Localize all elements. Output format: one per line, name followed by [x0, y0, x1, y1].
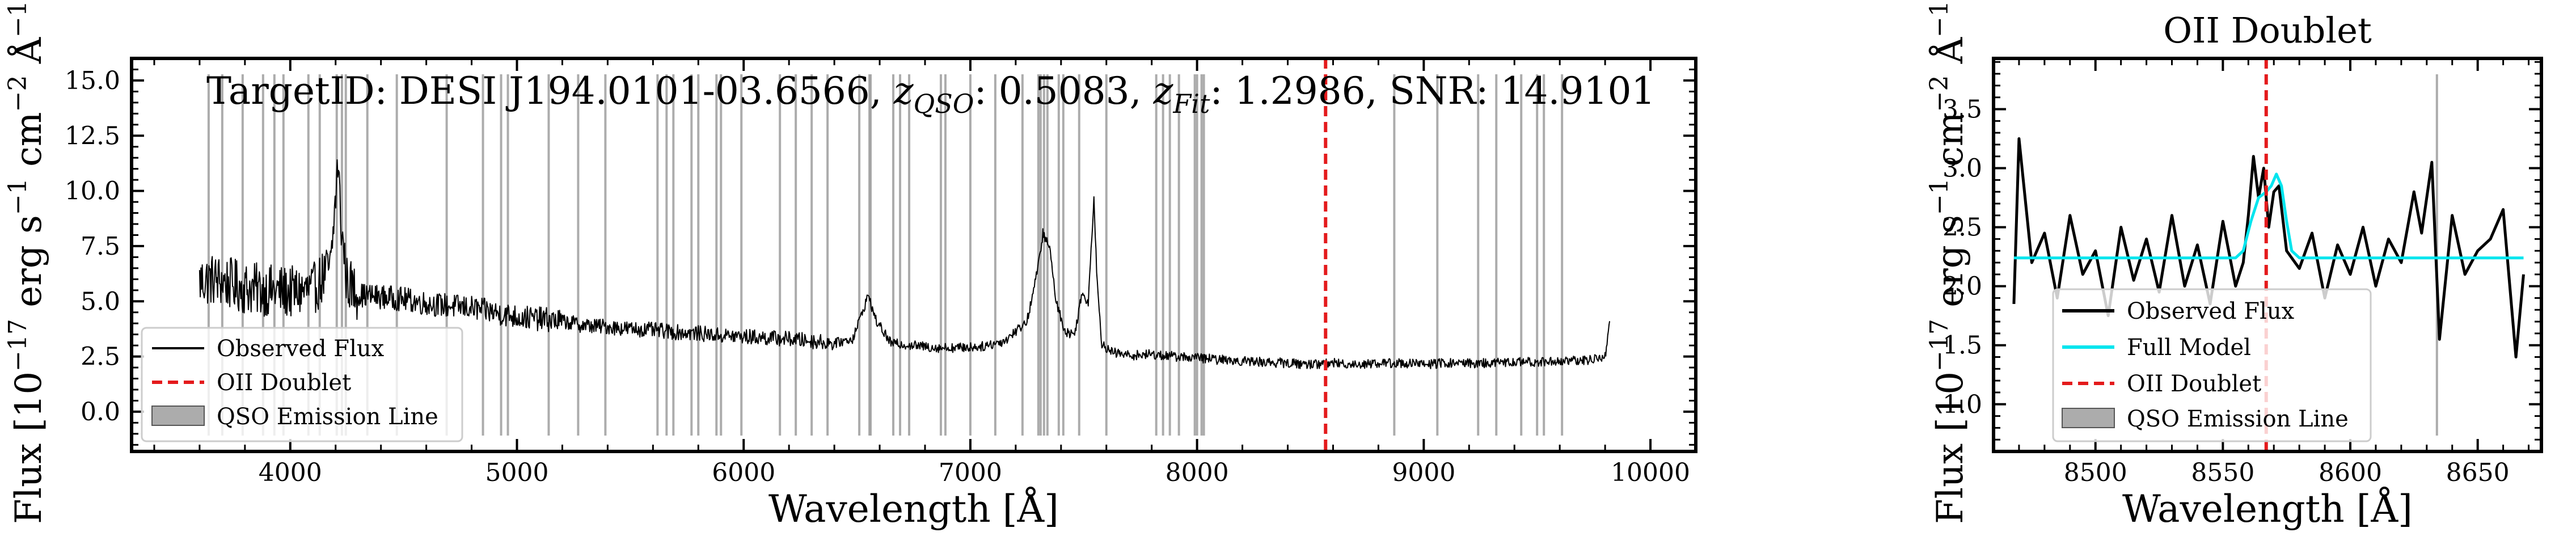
plot-frame	[130, 57, 1697, 453]
legend-label-observed-flux: Observed Flux	[2127, 298, 2295, 324]
x-tick-label: 8600	[2319, 458, 2382, 487]
chart-title: OII Doublet	[2163, 10, 2372, 51]
legend-label-full-model: Full Model	[2127, 335, 2251, 361]
full-model-line	[2013, 172, 2524, 260]
x-tick-label: 8650	[2446, 458, 2510, 487]
legend: Observed Flux Full Model OII Doublet QSO…	[2052, 288, 2372, 442]
y-tick-label: 10.0	[65, 177, 120, 206]
x-tick-label: 8550	[2191, 458, 2254, 487]
legend-swatch-qso-emission-line	[151, 406, 205, 426]
x-axis-label: Wavelength [Å]	[768, 487, 1059, 531]
legend-label-qso-emission-line: QSO Emission Line	[217, 404, 438, 430]
y-tick-label: 1.0	[1942, 390, 1982, 419]
y-tick-label: 2.0	[1942, 272, 1982, 301]
oii-zoom-panel: 8500 8550 8600 8650 1.0 1.5 2.0 2.5 3.0 3.5 OII …	[1925, 0, 2543, 531]
x-tick-label: 8500	[2064, 458, 2127, 487]
y-axis-label: Flux [10−17 erg s−1 cm−2 Å−1]	[1925, 0, 1971, 524]
legend-label-oii-doublet: OII Doublet	[2127, 371, 2261, 397]
x-axis-label: Wavelength [Å]	[2122, 487, 2413, 531]
x-tick-label: 7000	[939, 458, 1002, 487]
x-axis: 8500 8550 8600 8650	[1992, 58, 2530, 487]
x-tick-label: 9000	[1392, 458, 1455, 487]
y-tick-label: 2.5	[81, 343, 120, 371]
y-tick-label: 5.0	[81, 287, 120, 316]
x-tick-label: 6000	[712, 458, 775, 487]
chart-title: TargetID: DESI J194.0101-03.6566, zQSO: …	[206, 69, 1655, 119]
y-tick-label: 7.5	[81, 232, 120, 261]
legend-swatch-qso-emission-line	[2062, 408, 2115, 428]
x-tick-label: 8000	[1165, 458, 1229, 487]
y-tick-label: 0.0	[81, 398, 120, 426]
y-axis-label: Flux [10−17 erg s−1 cm−2 Å−1]	[3, 0, 50, 524]
plot-frame	[1992, 57, 2543, 453]
legend-label-qso-emission-line: QSO Emission Line	[2127, 406, 2349, 432]
x-tick-label: 10000	[1611, 458, 1690, 487]
y-tick-label: 3.0	[1942, 154, 1982, 183]
legend-frame	[2052, 288, 2372, 442]
y-tick-label: 2.5	[1942, 213, 1982, 242]
x-tick-label: 5000	[485, 458, 549, 487]
y-tick-label: 15.0	[65, 66, 120, 95]
y-axis: 1.0 1.5 2.0 2.5 3.0 3.5	[1942, 61, 2541, 453]
x-axis: 4000 5000 6000 7000 8000 9000 10000	[153, 58, 1697, 487]
y-tick-label: 12.5	[65, 121, 120, 150]
spectrum-panel: 4000 5000 6000 7000 8000 9000 10000 0.0 2.5 5.0 7…	[3, 0, 1697, 531]
legend-label-oii-doublet: OII Doublet	[217, 370, 351, 396]
observed-flux-line	[199, 159, 1611, 370]
x-tick-label: 4000	[259, 458, 322, 487]
y-tick-label: 3.5	[1942, 95, 1982, 124]
flux-series-group	[199, 159, 1611, 370]
legend: Observed Flux OII Doublet QSO Emission L…	[141, 327, 463, 442]
legend-frame	[141, 327, 463, 442]
y-tick-label: 1.5	[1942, 331, 1982, 360]
legend-label-observed-flux: Observed Flux	[217, 336, 385, 362]
